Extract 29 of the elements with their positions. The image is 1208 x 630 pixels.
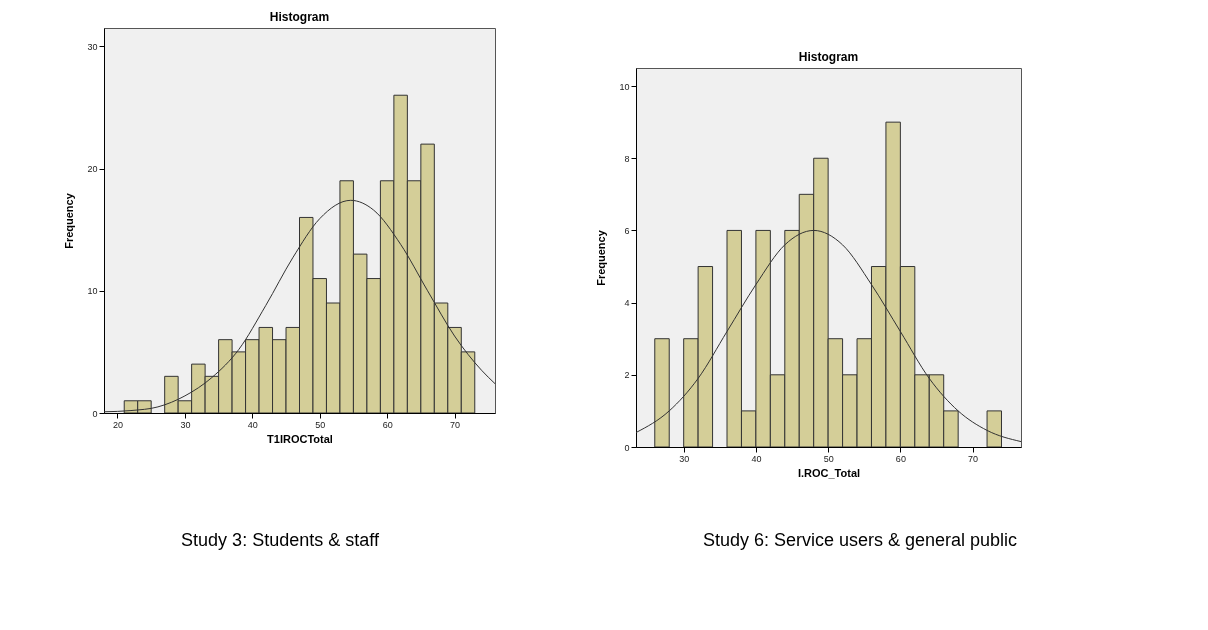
x-tick-label: 50 bbox=[823, 453, 834, 464]
x-axis-title: I.ROC_Total bbox=[797, 466, 861, 479]
y-axis-title: Frequency bbox=[595, 229, 608, 286]
y-tick-label: 30 bbox=[87, 41, 98, 52]
y-tick-label: 2 bbox=[624, 370, 630, 381]
x-tick-label: 20 bbox=[112, 419, 123, 430]
x-tick-label: 40 bbox=[751, 453, 762, 464]
y-tick-label: 10 bbox=[619, 81, 630, 92]
chart-title: Histogram bbox=[269, 10, 330, 24]
x-tick-label: 60 bbox=[895, 453, 906, 464]
y-tick-label: 20 bbox=[87, 164, 98, 175]
chart-title: Histogram bbox=[798, 50, 859, 64]
y-tick-label: 0 bbox=[92, 408, 98, 419]
y-tick-label: 10 bbox=[87, 286, 98, 297]
x-tick-label: 50 bbox=[315, 419, 326, 430]
x-tick-label: 70 bbox=[450, 419, 461, 430]
x-tick-label: 30 bbox=[679, 453, 690, 464]
x-tick-label: 60 bbox=[382, 419, 393, 430]
text: Study 6: Service users & general public bbox=[701, 530, 1019, 551]
y-tick-label: 4 bbox=[624, 298, 630, 309]
x-tick-label: 40 bbox=[247, 419, 258, 430]
x-axis-title: T1IROCTotal bbox=[267, 432, 333, 445]
y-tick-label: 8 bbox=[624, 153, 630, 164]
x-tick-label: 30 bbox=[180, 419, 191, 430]
x-tick-label: 70 bbox=[968, 453, 979, 464]
y-tick-label: 6 bbox=[624, 225, 630, 236]
text: Study 3: Students & staff bbox=[180, 530, 380, 551]
y-tick-label: 0 bbox=[624, 442, 630, 453]
y-axis-title: Frequency bbox=[63, 192, 76, 249]
